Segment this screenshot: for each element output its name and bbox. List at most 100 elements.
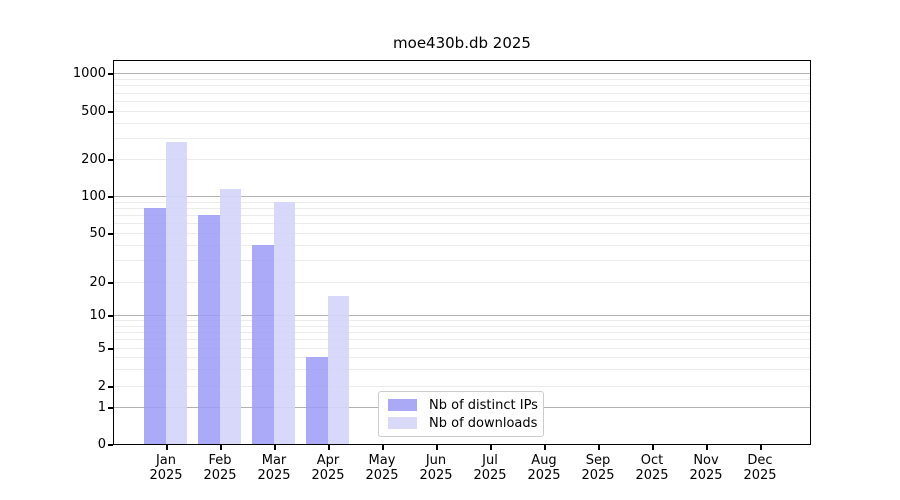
gridline-major-10 — [114, 315, 810, 316]
legend-label-distinct-ips: Nb of distinct IPs — [429, 397, 538, 413]
month-name: Dec — [747, 453, 773, 468]
month-year: 2025 — [473, 468, 507, 483]
x-tick-mark-aug — [544, 445, 546, 450]
x-tick-mark-jul — [490, 445, 492, 450]
gridline-minor-2 — [114, 386, 810, 387]
bar-distinct-ips-feb — [198, 215, 220, 444]
gridline-major-100 — [114, 196, 810, 197]
month-year: 2025 — [527, 468, 561, 483]
y-tick-mark-2 — [108, 386, 113, 388]
month-year: 2025 — [635, 468, 669, 483]
gridline-minor-80 — [114, 207, 810, 209]
gridline-minor-200 — [114, 159, 810, 160]
chart-title: moe430b.db 2025 — [393, 34, 531, 52]
x-tick-mark-dec — [760, 445, 762, 450]
y-tick-label-1: 1 — [97, 399, 106, 415]
x-tick-label-aug: Aug 2025 — [517, 453, 571, 483]
gridline-minor-700 — [114, 92, 810, 94]
month-name: Oct — [640, 453, 664, 468]
bar-downloads-feb — [220, 188, 241, 444]
bar-distinct-ips-mar — [252, 244, 274, 444]
gridline-minor-30 — [114, 260, 810, 262]
x-tick-mark-jan — [166, 445, 168, 450]
x-tick-label-jan: Jan 2025 — [139, 453, 193, 483]
x-tick-mark-apr — [328, 445, 330, 450]
gridline-minor-500 — [114, 111, 810, 112]
month-name: Mar — [261, 453, 287, 468]
month-name: May — [368, 453, 396, 468]
bar-downloads-apr — [328, 295, 349, 444]
gridline-minor-300 — [114, 137, 810, 139]
gridline-minor-20 — [114, 282, 810, 283]
y-tick-mark-500 — [108, 111, 113, 113]
x-tick-label-may: May 2025 — [355, 453, 409, 483]
month-name: Sep — [585, 453, 611, 468]
y-tick-mark-5 — [108, 348, 113, 350]
y-tick-mark-50 — [108, 233, 113, 235]
y-tick-mark-100 — [108, 196, 113, 198]
month-name: Nov — [693, 453, 719, 468]
bar-distinct-ips-apr — [306, 357, 328, 444]
x-tick-label-apr: Apr 2025 — [301, 453, 355, 483]
y-tick-mark-0 — [108, 444, 113, 446]
y-tick-label-2: 2 — [97, 378, 106, 394]
bar-downloads-mar — [274, 201, 295, 444]
legend-label-downloads: Nb of downloads — [429, 415, 538, 431]
x-tick-mark-feb — [220, 445, 222, 450]
y-tick-label-500: 500 — [81, 103, 106, 119]
gridline-minor-4 — [114, 357, 810, 359]
plot-area — [113, 60, 811, 445]
gridline-minor-3 — [114, 369, 810, 371]
month-year: 2025 — [581, 468, 615, 483]
month-name: Jun — [425, 453, 447, 468]
x-tick-label-jun: Jun 2025 — [409, 453, 463, 483]
bar-downloads-jan — [166, 142, 187, 444]
y-tick-mark-1000 — [108, 73, 113, 75]
gridline-minor-70 — [114, 215, 810, 217]
y-tick-label-10: 10 — [89, 307, 106, 323]
gridline-minor-400 — [114, 122, 810, 124]
x-tick-label-nov: Nov 2025 — [679, 453, 733, 483]
y-tick-label-200: 200 — [81, 151, 106, 167]
gridline-minor-800 — [114, 85, 810, 87]
month-name: Jul — [482, 453, 498, 468]
y-tick-label-50: 50 — [89, 225, 106, 241]
gridline-minor-600 — [114, 101, 810, 102]
y-tick-label-1000: 1000 — [72, 65, 106, 81]
x-tick-mark-nov — [706, 445, 708, 450]
month-year: 2025 — [257, 468, 291, 483]
y-tick-mark-20 — [108, 282, 113, 284]
gridline-minor-60 — [114, 223, 810, 225]
legend: Nb of distinct IPs Nb of downloads — [378, 391, 544, 437]
y-tick-mark-200 — [108, 159, 113, 161]
legend-swatch-downloads — [388, 417, 417, 429]
month-name: Apr — [316, 453, 340, 468]
y-tick-label-20: 20 — [89, 274, 106, 290]
legend-swatch-distinct-ips — [388, 399, 417, 411]
gridline-minor-5 — [114, 348, 810, 349]
month-name: Jan — [155, 453, 177, 468]
month-year: 2025 — [365, 468, 399, 483]
month-year: 2025 — [149, 468, 183, 483]
legend-row-distinct-ips: Nb of distinct IPs — [388, 398, 543, 413]
gridline-minor-8 — [114, 325, 810, 327]
month-year: 2025 — [419, 468, 453, 483]
y-tick-label-5: 5 — [97, 340, 106, 356]
gridline-minor-90 — [114, 201, 810, 203]
x-tick-label-sep: Sep 2025 — [571, 453, 625, 483]
x-tick-mark-jun — [436, 445, 438, 450]
gridline-minor-900 — [114, 78, 810, 80]
x-tick-mark-may — [382, 445, 384, 450]
gridline-minor-7 — [114, 331, 810, 333]
y-tick-mark-1 — [108, 407, 113, 409]
month-year: 2025 — [689, 468, 723, 483]
x-tick-label-feb: Feb 2025 — [193, 453, 247, 483]
x-tick-mark-mar — [274, 445, 276, 450]
gridline-major-1000 — [114, 73, 810, 74]
month-name: Feb — [208, 453, 232, 468]
x-tick-label-dec: Dec 2025 — [733, 453, 787, 483]
gridline-minor-9 — [114, 320, 810, 322]
month-year: 2025 — [311, 468, 345, 483]
bar-distinct-ips-jan — [144, 207, 166, 444]
